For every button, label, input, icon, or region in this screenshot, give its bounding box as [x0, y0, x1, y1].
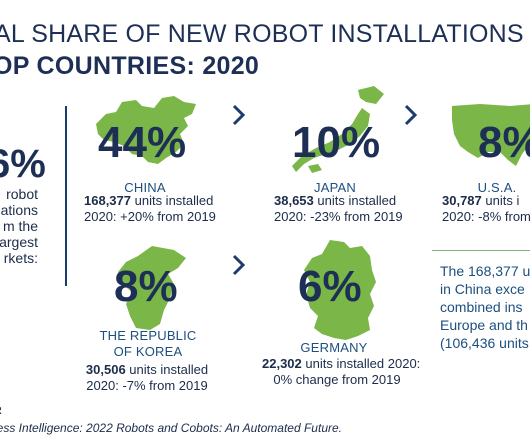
- source-citation: ness Intelligence: 2022 Robots and Cobot…: [0, 421, 342, 435]
- korea-units: 30,506 units installed: [84, 362, 210, 378]
- side-text: robot llations m the argest rkets:: [0, 186, 38, 266]
- germany-percent: 6%: [298, 262, 362, 311]
- japan-percent: 10%: [292, 118, 381, 167]
- note-line: (106,436 units: [440, 335, 529, 351]
- germany-units: 22,302 units installed 2020:: [262, 356, 420, 372]
- usa-units-value: 30,787: [442, 193, 482, 208]
- source-label: R: [0, 405, 2, 417]
- japan-units: 38,653 units installed: [274, 193, 396, 209]
- korea-map-icon: [118, 246, 186, 330]
- chevron-right-icon: [232, 104, 246, 133]
- note-line: in China exce: [440, 281, 525, 297]
- side-percent: 6%: [0, 142, 46, 186]
- germany-units-suffix: units installed 2020:: [301, 356, 421, 371]
- note-line: combined ins: [440, 299, 523, 315]
- germany-stats: 22,302 units installed 2020: 0% change f…: [262, 356, 420, 388]
- chevron-right-icon: [404, 104, 418, 133]
- china-change: 2020: +20% from 2019: [84, 209, 216, 224]
- germany-name: GERMANY: [300, 340, 368, 355]
- korea-name-line: THE REPUBLIC: [99, 328, 197, 343]
- side-panel-frame: [0, 106, 67, 286]
- japan-stats: 38,653 units installed 2020: -23% from 2…: [274, 193, 403, 225]
- china-units-value: 168,377: [84, 193, 131, 208]
- side-text-line: llations: [0, 202, 38, 218]
- usa-units-suffix: units i: [481, 193, 520, 208]
- usa-percent: 8%: [478, 118, 530, 167]
- usa-name: U.S.A.: [477, 180, 517, 195]
- usa-units: 30,787 units i: [442, 193, 530, 209]
- china-stats: 168,377 units installed 2020: +20% from …: [84, 193, 216, 225]
- korea-percent: 8%: [114, 262, 178, 311]
- japan-units-suffix: units installed: [313, 193, 397, 208]
- side-text-line: argest: [0, 234, 38, 250]
- germany-change: 0% change from 2019: [273, 372, 401, 387]
- note-divider: [432, 250, 530, 251]
- japan-units-value: 38,653: [274, 193, 314, 208]
- china-units: 168,377 units installed: [84, 193, 213, 209]
- japan-name: JAPAN: [314, 180, 356, 195]
- title-line-1: AL SHARE OF NEW ROBOT INSTALLATIONS: [0, 20, 524, 48]
- japan-map-icon: [292, 86, 384, 173]
- korea-name: THE REPUBLIC OF KOREA: [88, 328, 208, 360]
- korea-stats: 30,506 units installed 2020: -7% from 20…: [84, 362, 210, 394]
- china-percent: 44%: [98, 118, 187, 167]
- china-units-suffix: units installed: [131, 193, 214, 208]
- japan-change: 2020: -23% from 2019: [274, 209, 403, 224]
- usa-change: 2020: -8% from: [442, 209, 530, 224]
- china-name: CHINA: [124, 180, 166, 195]
- korea-units-suffix: units installed: [125, 362, 209, 377]
- korea-change: 2020: -7% from 2019: [86, 378, 208, 393]
- side-text-line: robot: [6, 186, 38, 202]
- china-map-icon: [96, 96, 196, 164]
- germany-units-value: 22,302: [262, 356, 302, 371]
- usa-stats: 30,787 units i 2020: -8% from: [442, 193, 530, 225]
- note-line: Europe and th: [440, 317, 528, 333]
- note-text: The 168,377 u in China exce combined ins…: [440, 262, 530, 352]
- side-text-line: m the: [2, 218, 38, 234]
- title-line-2: OP COUNTRIES: 2020: [0, 52, 260, 80]
- usa-map-icon: [452, 104, 530, 166]
- korea-units-value: 30,506: [85, 362, 126, 377]
- note-line: The 168,377 u: [440, 263, 530, 279]
- chevron-right-icon: [232, 254, 246, 283]
- germany-map-icon: [304, 240, 376, 340]
- korea-name-line: OF KOREA: [113, 344, 183, 359]
- side-text-line: rkets:: [3, 250, 38, 266]
